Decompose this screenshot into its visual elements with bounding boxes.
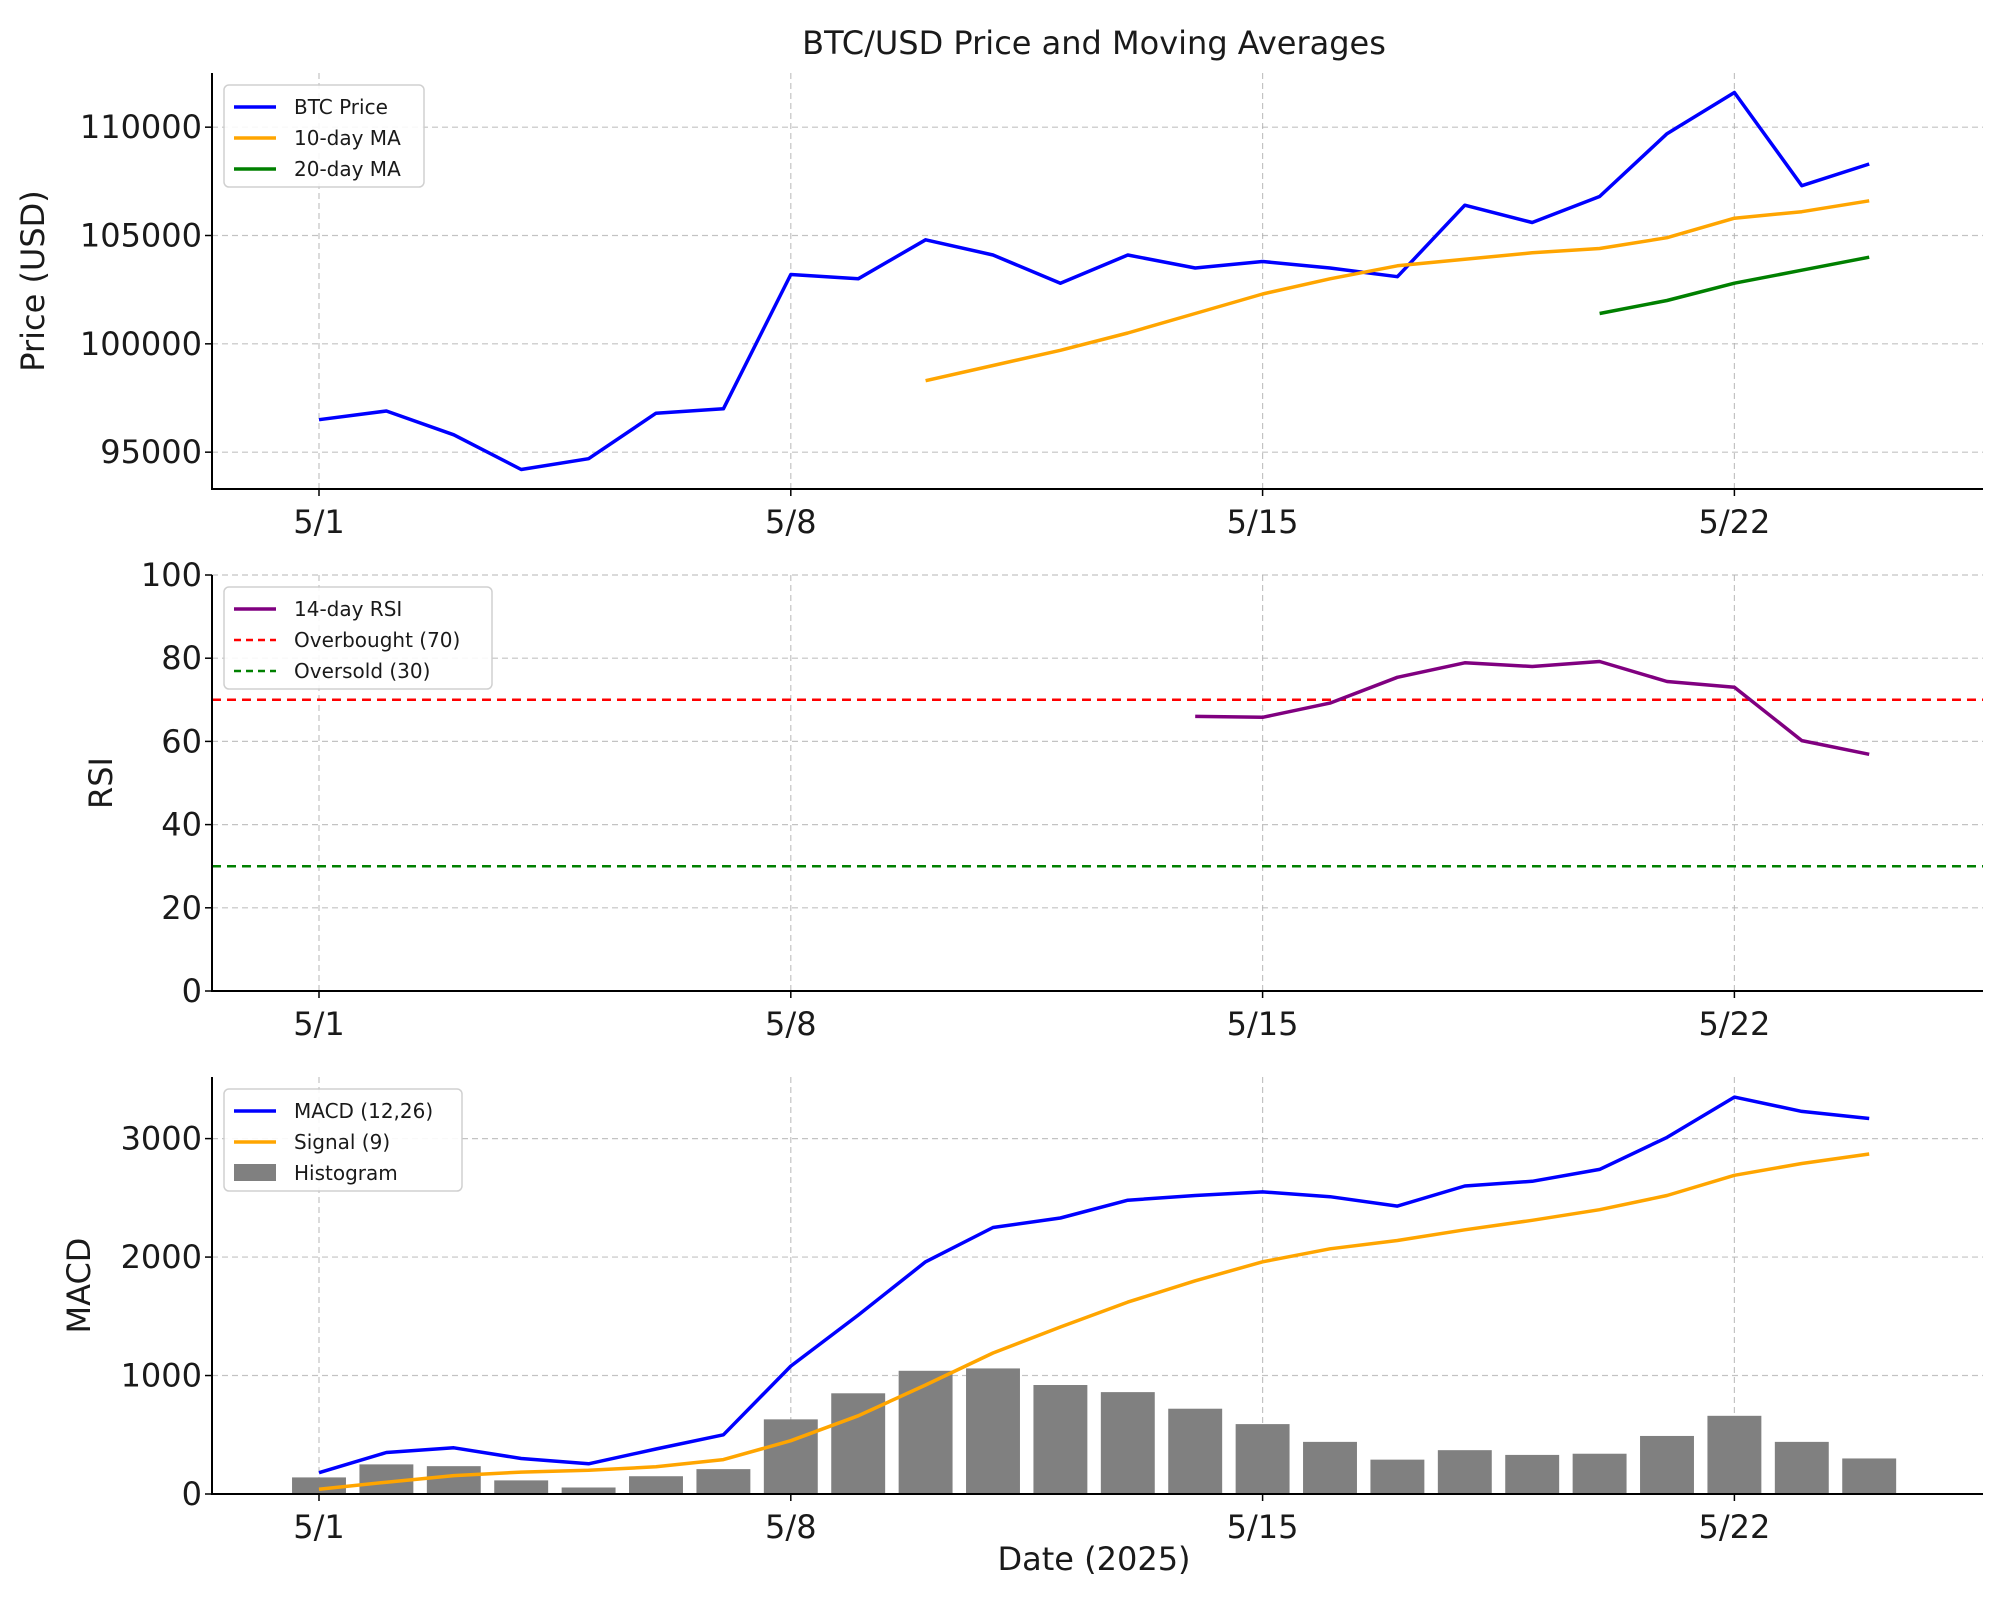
- x-tick-label: 5/8: [765, 1508, 817, 1546]
- signal-9-series: [318, 1152, 1870, 1492]
- histogram-bar: [629, 1476, 683, 1494]
- 10-day-ma-series: [925, 199, 1870, 383]
- histogram-bar: [898, 1370, 953, 1494]
- legend-label: BTC Price: [294, 95, 388, 119]
- 14-day-rsi-series: [1195, 659, 1870, 757]
- btc-price-series: [318, 90, 1870, 472]
- histogram-bar: [1033, 1385, 1088, 1494]
- histogram-bar: [561, 1487, 616, 1494]
- x-tick-label: 5/1: [293, 1508, 345, 1546]
- legend-box: [223, 84, 425, 188]
- y-tick-label: 100000: [80, 325, 202, 363]
- histogram-bar: [1640, 1435, 1694, 1494]
- histogram-bars: [292, 1368, 1897, 1494]
- histogram-bar: [1505, 1454, 1560, 1494]
- legend-label: 20-day MA: [294, 157, 401, 181]
- legend-label: 14-day RSI: [294, 597, 402, 621]
- histogram-bar: [1235, 1424, 1290, 1494]
- legend-label: MACD (12,26): [294, 1099, 433, 1123]
- x-tick-label: 5/22: [1698, 503, 1770, 541]
- histogram-bar: [763, 1419, 818, 1494]
- y-axis-label: MACD: [60, 1238, 98, 1334]
- legend: MACD (12,26) Signal (9) Histogram: [223, 1088, 463, 1192]
- histogram-bar: [1168, 1408, 1223, 1494]
- grid: [212, 73, 1983, 489]
- y-tick-label: 80: [161, 639, 202, 677]
- y-tick-label: 105000: [80, 217, 202, 255]
- legend-box: [223, 1088, 463, 1192]
- x-tick-label: 5/1: [293, 503, 345, 541]
- histogram-bar: [831, 1393, 886, 1494]
- legend-label: 10-day MA: [294, 126, 401, 150]
- histogram-bar: [1842, 1458, 1897, 1494]
- y-tick-label: 0: [182, 972, 202, 1010]
- histogram-bar: [1707, 1415, 1762, 1494]
- legend-label: Overbought (70): [294, 628, 460, 652]
- y-tick-label: 60: [161, 722, 202, 760]
- legend: BTC Price 10-day MA 20-day MA: [223, 84, 425, 188]
- y-axis-label: RSI: [82, 757, 120, 809]
- histogram-bar: [1774, 1441, 1829, 1494]
- y-tick-label: 0: [182, 1475, 202, 1513]
- histogram-bar: [1370, 1459, 1425, 1494]
- macd-panel: 0 1000 2000 3000 5/1 5/8 5/15 5/22 MACD MACD (12,…: [60, 1077, 1983, 1546]
- price-panel: 95000 100000 105000 110000 5/1 5/8 5/15 5/22 Pri…: [14, 73, 1983, 541]
- y-tick-label: 2000: [121, 1238, 202, 1276]
- y-tick-label: 3000: [121, 1120, 202, 1158]
- legend-box: [223, 586, 493, 690]
- histogram-bar: [1303, 1441, 1357, 1494]
- x-tick-label: 5/15: [1227, 503, 1299, 541]
- y-tick-label: 100: [141, 556, 202, 594]
- x-tick-label: 5/22: [1698, 1005, 1770, 1043]
- legend-label: Signal (9): [294, 1130, 390, 1154]
- x-tick-label: 5/15: [1227, 1508, 1299, 1546]
- macd-12-26-series: [318, 1095, 1870, 1475]
- y-tick-label: 110000: [80, 108, 202, 146]
- x-tick-label: 5/15: [1227, 1005, 1299, 1043]
- histogram-bar: [1100, 1392, 1155, 1494]
- histogram-bar: [426, 1466, 481, 1494]
- y-axis-label: Price (USD): [14, 190, 52, 372]
- 20-day-ma-series: [1599, 255, 1870, 316]
- y-tick-label: 40: [161, 806, 202, 844]
- histogram-bar: [292, 1477, 346, 1494]
- x-tick-label: 5/8: [765, 503, 817, 541]
- histogram-bar: [696, 1469, 751, 1494]
- chart-title: BTC/USD Price and Moving Averages: [802, 24, 1386, 62]
- y-tick-label: 95000: [100, 433, 202, 471]
- x-tick-label: 5/8: [765, 1005, 817, 1043]
- histogram-bar: [1572, 1453, 1627, 1494]
- legend: 14-day RSI Overbought (70) Oversold (30): [223, 586, 493, 690]
- y-tick-label: 20: [161, 889, 202, 927]
- x-axis-label: Date (2025): [997, 1540, 1190, 1578]
- histogram-bar: [966, 1368, 1020, 1494]
- legend-label: Histogram: [294, 1161, 398, 1185]
- y-tick-label: 1000: [121, 1357, 202, 1395]
- legend-label: Oversold (30): [294, 659, 430, 683]
- rsi-panel: 0 20 40 60 80 100 5/1 5/8 5/15 5/22 RSI 14-day RSI O…: [82, 556, 1983, 1043]
- histogram-bar: [1437, 1450, 1492, 1494]
- x-tick-label: 5/1: [293, 1005, 345, 1043]
- legend-swatch: [234, 1164, 276, 1181]
- x-tick-label: 5/22: [1698, 1508, 1770, 1546]
- histogram-bar: [494, 1480, 549, 1494]
